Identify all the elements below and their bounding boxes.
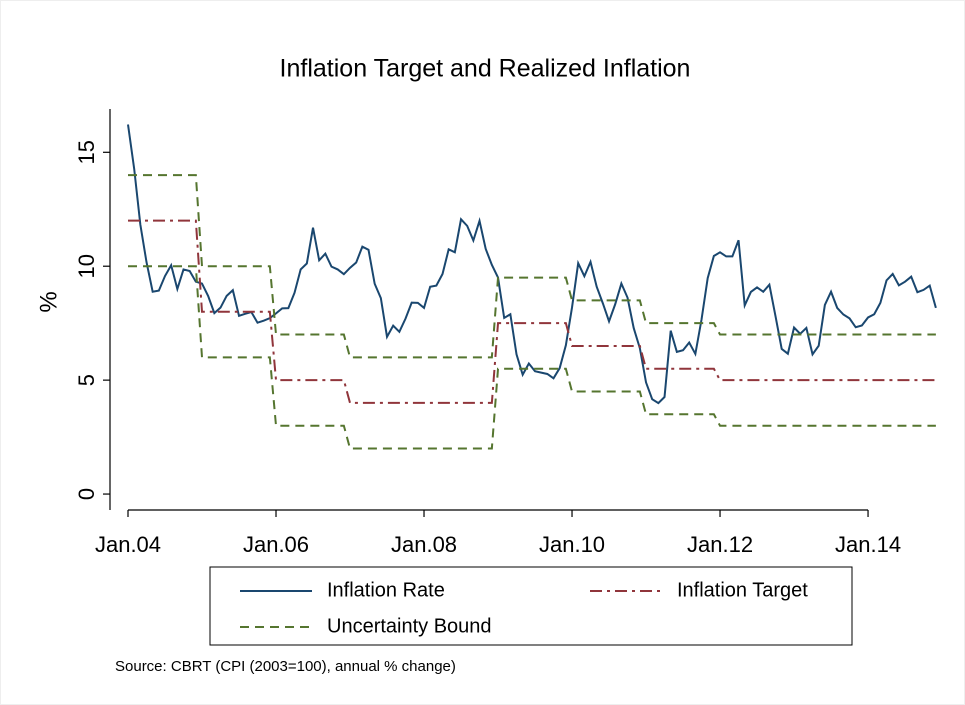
y-axis-title: %: [35, 291, 62, 312]
y-tick-label: 0: [74, 488, 99, 500]
x-tick-label: Jan.14: [835, 532, 901, 557]
legend-label: Inflation Target: [677, 579, 808, 601]
chart-title: Inflation Target and Realized Inflation: [280, 55, 691, 83]
source-note: Source: CBRT (CPI (2003=100), annual % c…: [115, 658, 456, 675]
y-tick-label: 5: [74, 374, 99, 386]
x-tick-label: Jan.08: [391, 532, 457, 557]
y-tick-label: 10: [74, 254, 99, 278]
x-tick-label: Jan.12: [687, 532, 753, 557]
legend-label: Uncertainty Bound: [327, 615, 492, 637]
legend-label: Inflation Rate: [327, 579, 445, 601]
series-line: [127, 124, 937, 405]
y-tick-label: 15: [74, 140, 99, 164]
x-tick-label: Jan.06: [243, 532, 309, 557]
series-line: [128, 174, 936, 359]
x-tick-label: Jan.04: [95, 532, 161, 557]
series-line: [128, 219, 936, 404]
legend-box: [209, 566, 853, 646]
x-tick-label: Jan.10: [539, 532, 605, 557]
series-line: [128, 265, 936, 450]
